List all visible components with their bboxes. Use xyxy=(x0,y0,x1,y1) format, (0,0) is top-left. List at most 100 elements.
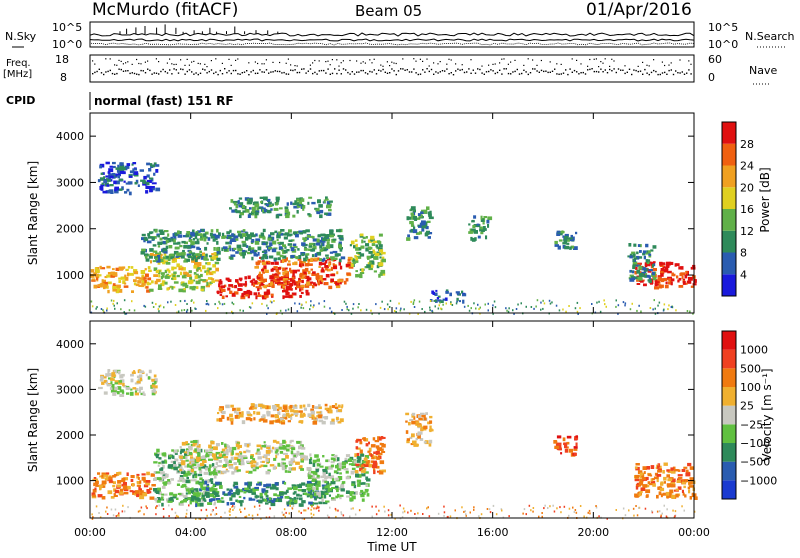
cell xyxy=(308,501,313,505)
cell xyxy=(151,301,154,304)
cell xyxy=(191,245,196,249)
cell xyxy=(420,222,425,227)
cell xyxy=(179,469,182,472)
freq-point xyxy=(485,71,488,73)
cell xyxy=(297,269,300,272)
cell xyxy=(281,467,286,471)
cell xyxy=(139,492,143,496)
cell xyxy=(247,485,251,490)
cell xyxy=(378,233,383,237)
freq-panel xyxy=(89,54,695,83)
nave-point xyxy=(118,59,120,61)
cell xyxy=(195,308,197,310)
nave-point xyxy=(560,63,562,65)
cell xyxy=(139,480,142,484)
nsky-label: N.Sky xyxy=(5,30,37,43)
cell xyxy=(140,251,145,255)
cell xyxy=(215,469,218,472)
freq-point xyxy=(395,73,397,76)
cell xyxy=(194,235,198,239)
cell xyxy=(507,310,510,313)
cell xyxy=(330,256,335,260)
cell xyxy=(335,458,338,462)
cell xyxy=(228,245,232,249)
freq-point xyxy=(633,69,635,71)
cell xyxy=(185,479,190,484)
y-tick-label: 4000 xyxy=(56,338,84,351)
cell xyxy=(109,184,114,187)
cell xyxy=(307,213,311,216)
cell xyxy=(629,253,633,256)
cell xyxy=(235,204,238,209)
cell xyxy=(268,516,271,519)
freq-point xyxy=(232,69,235,72)
cell xyxy=(573,448,578,451)
cell xyxy=(279,450,284,454)
cell xyxy=(640,487,646,491)
cell xyxy=(282,295,285,300)
cell xyxy=(587,511,589,514)
cell xyxy=(354,239,358,242)
cell xyxy=(176,263,180,268)
cell xyxy=(250,455,254,459)
freq-point xyxy=(604,69,606,71)
cell xyxy=(231,471,235,475)
cell xyxy=(492,304,494,307)
cell xyxy=(148,269,152,272)
cell xyxy=(308,282,312,286)
beam-label: Beam 05 xyxy=(355,2,422,20)
cell xyxy=(153,488,158,492)
cell xyxy=(243,291,249,295)
cell xyxy=(306,467,312,471)
cell xyxy=(293,410,299,413)
cell xyxy=(431,309,433,312)
cell xyxy=(206,242,209,245)
cell xyxy=(326,484,330,489)
cell xyxy=(120,479,126,482)
cell xyxy=(429,425,432,430)
colorbar-tick-label: 16 xyxy=(740,203,754,216)
cell xyxy=(666,483,672,487)
cell xyxy=(532,507,535,509)
cell xyxy=(645,259,649,263)
cell xyxy=(253,417,256,421)
cell xyxy=(686,310,689,312)
cell xyxy=(257,252,260,256)
cell xyxy=(109,175,114,179)
cell xyxy=(336,418,339,422)
cell xyxy=(157,258,160,262)
cell xyxy=(252,498,256,501)
cell xyxy=(654,307,656,310)
cell xyxy=(223,458,228,462)
cell xyxy=(281,409,286,412)
nave-point xyxy=(191,61,193,63)
cell xyxy=(332,238,337,241)
nave-point xyxy=(386,61,388,63)
cell xyxy=(202,279,206,282)
cell xyxy=(126,188,130,192)
cell xyxy=(353,245,356,249)
cell xyxy=(310,474,315,479)
cell xyxy=(114,190,119,194)
cell xyxy=(682,492,685,496)
cell xyxy=(117,370,121,375)
cell xyxy=(211,280,215,283)
freq-point xyxy=(584,73,587,75)
freq-point xyxy=(661,72,664,74)
freq-point xyxy=(160,70,162,73)
cell xyxy=(277,411,281,415)
freq-point xyxy=(373,69,375,71)
freq-point xyxy=(276,70,279,73)
cell xyxy=(250,250,255,254)
cell xyxy=(220,290,223,294)
cell xyxy=(303,238,306,243)
freq-point xyxy=(195,72,197,74)
cell xyxy=(203,237,207,242)
cell xyxy=(284,270,288,274)
nave-point xyxy=(413,58,415,60)
cell xyxy=(95,480,99,485)
cell xyxy=(203,233,207,237)
cell xyxy=(187,274,192,277)
cell xyxy=(280,277,286,281)
cell xyxy=(520,302,522,305)
